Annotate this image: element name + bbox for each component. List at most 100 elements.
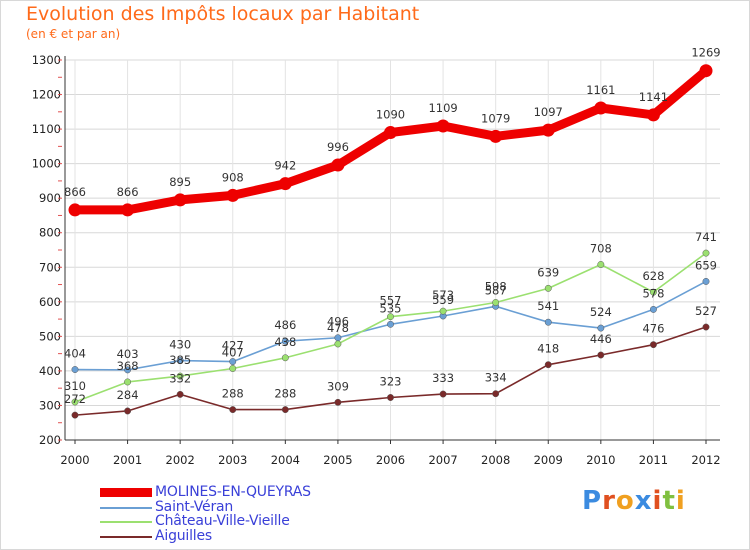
data-point [124,407,132,415]
data-label: 659 [695,258,717,272]
legend-swatch [100,521,152,523]
data-label: 418 [537,342,559,356]
data-point [492,299,500,306]
data-point [176,390,184,398]
data-label: 438 [274,335,296,349]
data-label: 284 [117,388,139,402]
data-point [702,277,710,285]
data-label: 427 [222,339,244,353]
y-tick-label: 800 [39,226,61,240]
data-point [71,411,79,419]
data-label: 895 [169,175,191,189]
x-tick-label: 2012 [691,453,720,467]
data-point [229,358,237,366]
legend-swatch [100,506,152,509]
data-label: 541 [537,299,559,313]
data-point [544,361,552,369]
y-tick-label: 1300 [32,53,61,67]
y-tick-label: 1100 [32,122,61,136]
logo-letter: P [582,486,603,516]
data-label: 587 [485,283,507,297]
x-tick-label: 2000 [60,453,89,467]
data-label: 404 [64,347,86,361]
data-label: 334 [485,371,507,385]
data-label: 1079 [481,111,510,125]
data-point [387,313,394,321]
data-label: 430 [169,338,191,352]
data-label: 368 [117,359,139,373]
data-label: 578 [642,286,664,300]
data-label: 496 [327,315,349,329]
y-tick-label: 200 [39,433,61,447]
data-point [541,123,555,137]
data-point [124,366,132,374]
data-point [439,390,447,398]
data-point [646,108,660,122]
data-point [436,119,450,133]
data-label: 741 [695,230,717,244]
data-label: 310 [64,379,86,393]
chart-subtitle: (en € et par an) [26,27,121,41]
data-point [594,101,608,115]
data-point [278,177,292,191]
data-label: 598 [485,280,507,294]
data-point [68,203,82,217]
data-point [121,203,135,217]
data-label: 385 [169,353,191,367]
legend-swatch [100,488,152,497]
data-point [544,318,552,326]
data-label: 708 [590,242,612,256]
data-label: 557 [380,294,402,308]
data-point [281,406,289,414]
data-point [492,390,500,398]
x-tick-label: 2007 [428,453,457,467]
data-label: 407 [222,345,244,359]
data-label: 403 [117,347,139,361]
x-tick-label: 2008 [481,453,510,467]
data-label: 476 [642,322,664,336]
data-point [387,320,394,328]
legend-label: MOLINES-EN-QUEYRAS [155,484,311,500]
y-tick-label: 1200 [32,88,61,102]
data-point [699,64,713,78]
data-label: 527 [695,304,717,318]
x-tick-label: 2003 [218,453,247,467]
data-label: 996 [327,140,349,154]
data-label: 309 [327,379,349,393]
data-label: 908 [222,170,244,184]
data-point [173,193,187,207]
data-label: 866 [64,185,86,199]
logo-letter: i [675,486,686,516]
data-label: 446 [590,332,612,346]
legend-label: Aiguilles [155,527,213,544]
data-label: 1161 [586,83,615,97]
x-tick-label: 2002 [166,453,195,467]
data-point [702,249,710,257]
data-point [281,354,289,362]
logo-letter: i [652,486,663,516]
data-label: 288 [274,387,296,401]
data-point [281,337,289,345]
data-point [176,372,184,380]
data-point [334,334,342,342]
data-label: 866 [117,185,139,199]
data-label: 535 [380,301,402,315]
data-point [334,340,342,348]
x-tick-label: 2006 [376,453,405,467]
data-label: 628 [642,269,664,283]
logo-letter: r [602,486,616,516]
data-label: 486 [274,318,296,332]
data-point [176,357,184,364]
data-point [649,288,657,296]
data-label: 333 [432,371,454,385]
data-point [439,307,447,315]
logo-letter: o [615,486,635,516]
data-point [649,341,657,349]
data-point [597,351,605,359]
data-label: 272 [64,392,86,406]
data-label: 1141 [639,90,668,104]
data-label: 1109 [428,101,457,115]
data-label: 573 [432,288,454,302]
